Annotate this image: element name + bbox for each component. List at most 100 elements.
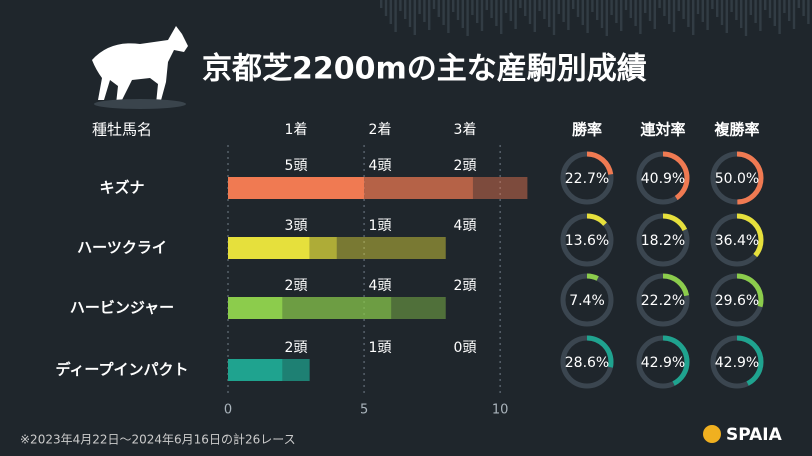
deco-bar bbox=[629, 0, 632, 18]
deco-bar bbox=[509, 0, 512, 21]
series-header: 2着 bbox=[369, 122, 392, 138]
deco-bar bbox=[610, 0, 613, 15]
gauge-arc bbox=[710, 213, 764, 267]
deco-bar bbox=[653, 0, 656, 29]
value-label: 4頭 bbox=[369, 158, 392, 174]
deco-bar bbox=[495, 0, 498, 26]
deco-bar bbox=[408, 0, 412, 27]
deco-bar bbox=[519, 0, 522, 8]
rate-label: 13.6% bbox=[565, 233, 609, 249]
deco-bar bbox=[615, 0, 618, 23]
deco-bar bbox=[437, 0, 440, 17]
deco-bar bbox=[735, 0, 738, 20]
bar-segment bbox=[282, 359, 310, 381]
deco-bar bbox=[744, 0, 748, 36]
value-label: 4頭 bbox=[369, 278, 392, 294]
deco-bar bbox=[380, 0, 383, 8]
rate-label: 22.2% bbox=[641, 293, 685, 309]
category-header: 種牡馬名 bbox=[92, 121, 152, 139]
deco-bar bbox=[533, 0, 536, 32]
deco-bar bbox=[692, 0, 695, 35]
deco-bar bbox=[461, 0, 464, 28]
deco-bar bbox=[394, 0, 397, 32]
deco-bar bbox=[792, 0, 796, 29]
deco-bar bbox=[500, 0, 503, 34]
deco-bar bbox=[557, 0, 560, 14]
deco-bar bbox=[672, 0, 676, 32]
rate-header: 連対率 bbox=[640, 121, 685, 139]
gauge-arc bbox=[636, 335, 690, 389]
deco-bar bbox=[764, 0, 767, 10]
horse-icon bbox=[92, 26, 188, 104]
deco-bar bbox=[562, 0, 565, 22]
deco-bar bbox=[778, 0, 781, 34]
deco-bar bbox=[581, 0, 584, 25]
deco-bar bbox=[802, 0, 805, 16]
decoration bbox=[380, 0, 810, 36]
deco-bar bbox=[754, 0, 757, 23]
bar-segment bbox=[309, 237, 337, 259]
deco-bar bbox=[639, 0, 642, 34]
deco-bar bbox=[456, 0, 460, 20]
rate-label: 42.9% bbox=[715, 355, 759, 371]
bar-segment bbox=[282, 297, 392, 319]
value-label: 1頭 bbox=[369, 218, 392, 234]
gauge-arc bbox=[636, 273, 690, 327]
deco-bar bbox=[576, 0, 580, 17]
deco-bar bbox=[605, 0, 608, 36]
deco-bar bbox=[524, 0, 527, 16]
rate-label: 18.2% bbox=[641, 233, 685, 249]
deco-bar bbox=[552, 0, 556, 35]
deco-bar bbox=[442, 0, 445, 25]
deco-bar bbox=[389, 0, 392, 24]
footnote: ※2023年4月22日～2024年6月16日の計26レース bbox=[20, 432, 296, 447]
gauge-arc bbox=[710, 335, 764, 389]
value-label: 2頭 bbox=[454, 278, 477, 294]
logo-icon bbox=[703, 425, 721, 443]
deco-bar bbox=[452, 0, 455, 12]
horse-shadow bbox=[94, 99, 186, 109]
deco-bar bbox=[528, 0, 532, 24]
value-label: 5頭 bbox=[285, 158, 308, 174]
deco-bar bbox=[423, 0, 426, 22]
x-tick-label: 10 bbox=[492, 403, 509, 418]
rate-label: 29.6% bbox=[715, 293, 759, 309]
deco-bar bbox=[687, 0, 690, 27]
deco-bar bbox=[548, 0, 551, 27]
gauge-arc bbox=[560, 213, 614, 267]
deco-bar bbox=[504, 0, 508, 13]
deco-bar bbox=[773, 0, 776, 26]
bar-segment bbox=[228, 237, 310, 259]
rate-label: 50.0% bbox=[715, 171, 759, 187]
deco-bar bbox=[730, 0, 733, 12]
deco-bar bbox=[428, 0, 431, 30]
bar-segment bbox=[336, 237, 446, 259]
deco-bar bbox=[706, 0, 709, 30]
deco-bar bbox=[797, 0, 800, 8]
deco-bar bbox=[514, 0, 517, 29]
deco-bar bbox=[624, 0, 628, 10]
deco-bar bbox=[591, 0, 594, 12]
deco-bar bbox=[682, 0, 685, 19]
deco-bar bbox=[600, 0, 604, 28]
deco-bar bbox=[634, 0, 637, 26]
deco-bar bbox=[658, 0, 661, 8]
bar-segment bbox=[228, 359, 283, 381]
rate-label: 22.7% bbox=[565, 171, 609, 187]
gauge-arc bbox=[560, 273, 614, 327]
deco-bar bbox=[644, 0, 647, 13]
bar-segment bbox=[391, 297, 446, 319]
rate-label: 40.9% bbox=[641, 171, 685, 187]
gauge-arc bbox=[710, 273, 764, 327]
value-label: 0頭 bbox=[454, 340, 477, 356]
deco-bar bbox=[701, 0, 704, 22]
series-header: 3着 bbox=[454, 122, 477, 138]
bar-segment bbox=[472, 177, 528, 199]
value-label: 1頭 bbox=[369, 340, 392, 356]
series-header: 1着 bbox=[285, 122, 308, 138]
deco-bar bbox=[480, 0, 484, 31]
rate-label: 7.4% bbox=[569, 293, 605, 309]
sire-name: ハーツクライ bbox=[77, 239, 167, 257]
deco-bar bbox=[447, 0, 450, 33]
